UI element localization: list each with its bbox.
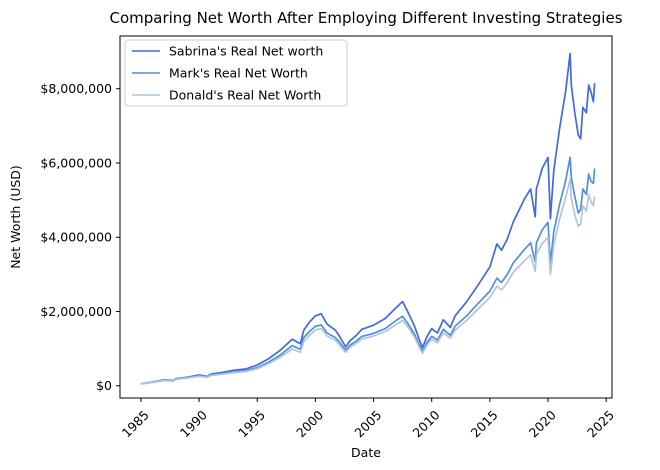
series-line-0 — [140, 52, 596, 385]
x-axis-label: Date — [351, 445, 381, 460]
y-axis-label: Net Worth (USD) — [8, 165, 23, 269]
chart-title: Comparing Net Worth After Employing Diff… — [109, 9, 622, 27]
legend: Sabrina's Real Net worth Mark's Real Net… — [124, 39, 348, 107]
legend-box — [124, 39, 348, 107]
y-tick-label-4: $8,000,000 — [40, 81, 112, 96]
legend-label-sabrina: Sabrina's Real Net worth — [169, 44, 323, 59]
y-tick-label-2: $4,000,000 — [40, 230, 112, 245]
y-axis: $0 $2,000,000 $4,000,000 $6,000,000 $8,000,0… — [40, 81, 120, 393]
legend-label-mark: Mark's Real Net Worth — [169, 66, 308, 81]
series-line-1 — [140, 156, 596, 385]
series-line-2 — [140, 178, 596, 385]
y-tick-label-3: $6,000,000 — [40, 155, 112, 170]
plot-frame — [119, 35, 613, 399]
y-tick-label-0: $0 — [96, 378, 112, 393]
y-tick-label-1: $2,000,000 — [40, 304, 112, 319]
legend-label-donald: Donald's Real Net Worth — [169, 88, 321, 103]
series-layer — [140, 52, 596, 385]
